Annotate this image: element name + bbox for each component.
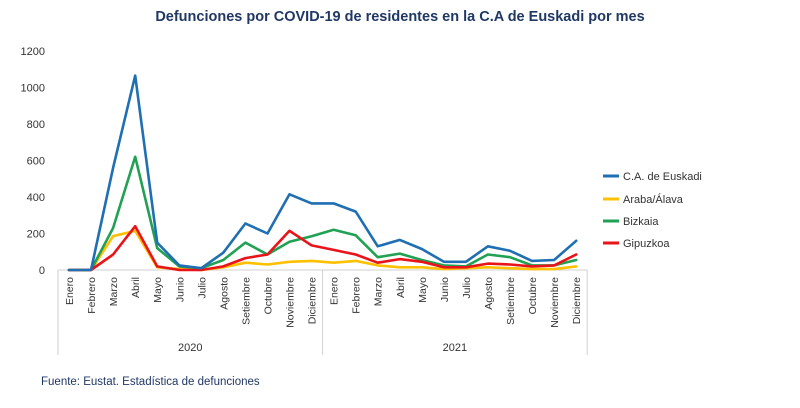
x-tick-label: Febrero bbox=[351, 277, 363, 314]
x-tick-label: Febrero bbox=[86, 277, 98, 314]
legend-label: Bizkaia bbox=[623, 216, 659, 228]
x-tick-label: Enero bbox=[329, 277, 341, 305]
legend-label: Araba/Álava bbox=[623, 193, 684, 206]
y-tick-label: 600 bbox=[27, 156, 45, 168]
x-tick-label: Diciembre bbox=[571, 277, 583, 324]
x-group-label: 2020 bbox=[178, 342, 202, 354]
legend-label: C.A. de Euskadi bbox=[623, 171, 702, 183]
x-tick-label: Octubre bbox=[527, 277, 539, 315]
x-tick-label: Enero bbox=[64, 277, 76, 305]
x-tick-label: Agosto bbox=[218, 277, 230, 310]
x-tick-label: Abril bbox=[130, 277, 142, 298]
x-tick-label: Noviembre bbox=[285, 277, 297, 328]
x-tick-label: Junio bbox=[174, 277, 186, 302]
y-tick-label: 200 bbox=[27, 229, 45, 241]
y-tick-label: 1200 bbox=[21, 46, 45, 58]
x-group-label: 2021 bbox=[443, 342, 467, 354]
series-line-c-a-de-euskadi bbox=[67, 74, 578, 272]
y-tick-label: 1000 bbox=[21, 83, 45, 95]
x-tick-label: Julio bbox=[196, 277, 208, 299]
y-tick-label: 800 bbox=[27, 119, 45, 131]
x-tick-label: Setiembre bbox=[240, 277, 252, 325]
chart-title: Defunciones por COVID-19 de residentes e… bbox=[155, 9, 645, 25]
source-note: Fuente: Eustat. Estadística de defuncion… bbox=[41, 376, 260, 388]
legend-label: Gipuzkoa bbox=[623, 238, 670, 250]
x-tick-label: Junio bbox=[439, 277, 451, 302]
x-tick-label: Agosto bbox=[483, 277, 495, 310]
x-tick-label: Noviembre bbox=[549, 277, 561, 328]
x-tick-label: Julio bbox=[461, 277, 473, 299]
y-tick-label: 400 bbox=[27, 192, 45, 204]
series-line-gipuzkoa bbox=[67, 224, 578, 272]
y-tick-label: 0 bbox=[39, 265, 45, 277]
x-tick-label: Mayo bbox=[417, 277, 429, 303]
series-line-bizkaia bbox=[67, 155, 578, 272]
x-tick-label: Diciembre bbox=[307, 277, 319, 324]
x-tick-label: Abril bbox=[395, 277, 407, 298]
x-tick-label: Setiembre bbox=[505, 277, 517, 325]
x-tick-label: Marzo bbox=[108, 277, 120, 306]
x-tick-label: Mayo bbox=[152, 277, 164, 303]
x-tick-label: Marzo bbox=[373, 277, 385, 306]
x-tick-label: Octubre bbox=[262, 277, 274, 315]
